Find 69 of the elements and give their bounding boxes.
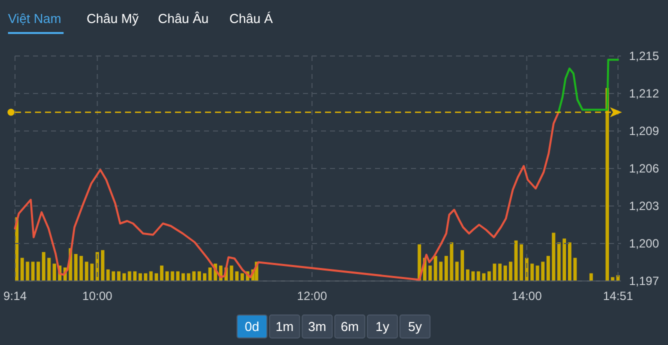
bar: [573, 258, 577, 281]
bar: [165, 271, 169, 281]
bar: [80, 256, 83, 281]
bar: [202, 273, 206, 281]
bar: [610, 277, 614, 281]
bar: [20, 258, 24, 281]
bar: [235, 271, 239, 281]
y-tick-label: 1,197: [629, 274, 660, 288]
bar: [74, 254, 78, 281]
bar: [589, 273, 593, 281]
bar: [552, 232, 556, 281]
text: Châu Á: [229, 11, 274, 26]
bar: [498, 264, 502, 281]
text: Châu Âu: [158, 11, 209, 26]
y-tick-label: 1,215: [629, 49, 660, 64]
bar: [144, 273, 148, 281]
bar: [42, 252, 46, 281]
y-tick-label: 1,206: [629, 162, 660, 176]
bar: [176, 271, 180, 281]
bar: [138, 273, 142, 281]
x-tick-label: 12:00: [297, 289, 328, 303]
x-tick-label: 14:51: [602, 289, 634, 303]
text: 1y: [376, 319, 390, 334]
bar: [112, 271, 116, 281]
line-series: [558, 58, 619, 114]
text: 6m: [340, 319, 359, 334]
text: 1m: [276, 319, 294, 334]
bar: [466, 269, 470, 281]
line-series: [14, 111, 560, 281]
bar: [508, 262, 512, 281]
bar: [460, 250, 464, 281]
bar: [444, 256, 448, 281]
x-tick-label: 9:14: [3, 289, 27, 303]
bar: [36, 262, 40, 281]
bar: [133, 271, 137, 281]
bar: [530, 264, 534, 281]
y-tick-label: 1,203: [629, 199, 660, 214]
y-tick-label: 1,212: [629, 86, 660, 101]
bar: [546, 256, 550, 281]
bar: [504, 266, 507, 281]
bar: [31, 262, 35, 281]
bar: [117, 271, 120, 281]
bar: [160, 266, 164, 281]
bar: [606, 88, 609, 281]
bar: [182, 273, 185, 281]
bar: [198, 271, 201, 281]
text: 3m: [308, 319, 326, 334]
bar: [428, 266, 432, 281]
text: Việt Nam: [8, 11, 62, 26]
bar: [487, 271, 491, 281]
bar: [482, 273, 486, 281]
y-tick-label: 1,209: [629, 124, 660, 138]
y-tick-label: 1,200: [629, 236, 660, 251]
bar: [122, 273, 126, 281]
bar: [154, 273, 158, 281]
bar: [450, 242, 454, 281]
x-tick-label: 14:00: [512, 289, 542, 303]
text: 5y: [408, 319, 422, 334]
bar: [52, 264, 56, 281]
bar: [568, 242, 572, 281]
text: Châu Mỹ: [86, 11, 140, 26]
text: 0d: [244, 319, 260, 334]
bar: [520, 244, 524, 281]
bar: [439, 262, 443, 281]
bar: [100, 250, 104, 281]
x-tick-label: 10:00: [82, 289, 113, 303]
bar: [240, 273, 244, 281]
bar: [562, 238, 566, 281]
bar: [541, 262, 545, 281]
